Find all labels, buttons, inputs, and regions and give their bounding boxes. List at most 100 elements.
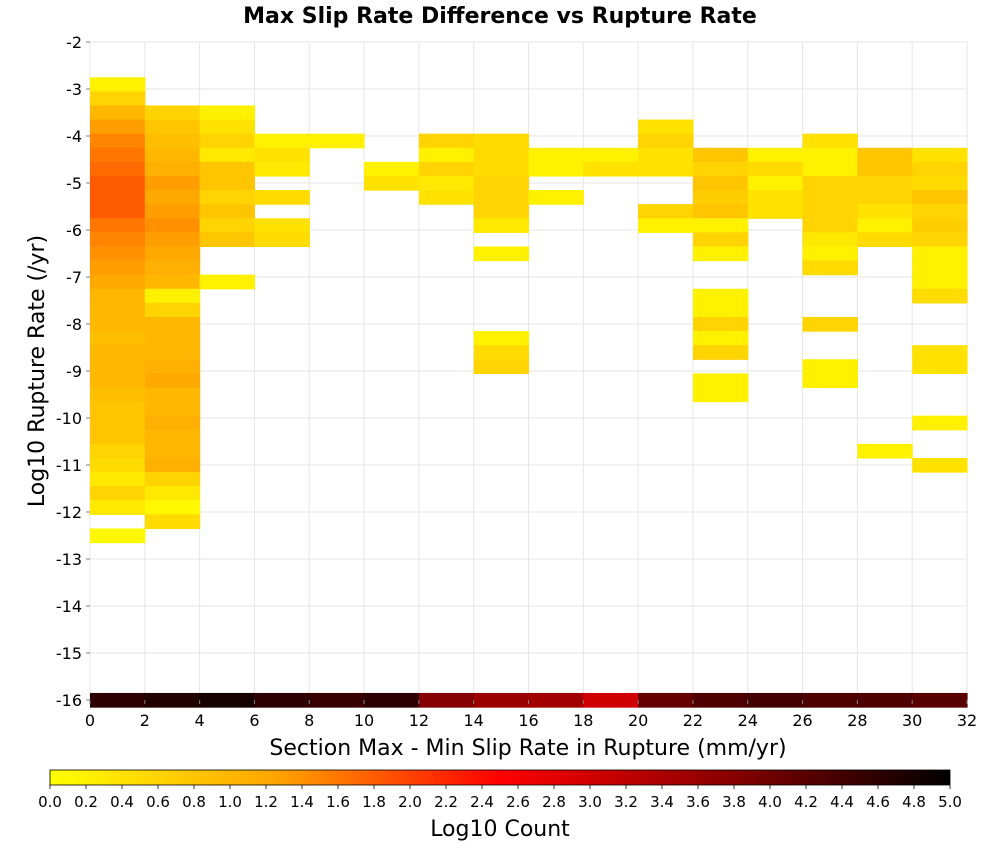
heatmap-cell-45 bbox=[144, 288, 201, 304]
heatmap-cell-12 bbox=[90, 246, 146, 262]
heatmap-cell-166 bbox=[144, 692, 201, 708]
heatmap-cell-6 bbox=[90, 161, 146, 177]
heatmap-cell-146 bbox=[857, 204, 913, 219]
heatmap-cell-63 bbox=[199, 119, 256, 135]
heatmap-cell-113 bbox=[692, 204, 749, 219]
heatmap-cell-78 bbox=[254, 232, 310, 248]
y-tick-label-3: -5 bbox=[66, 174, 82, 193]
x-tick-label-3: 6 bbox=[249, 711, 259, 730]
heatmap-cell-163 bbox=[912, 415, 968, 431]
colorbar-tick-label-13: 2.6 bbox=[506, 793, 530, 811]
heatmap-cell-20 bbox=[90, 359, 146, 374]
heatmap-cell-167 bbox=[199, 692, 256, 708]
heatmap-cell-71 bbox=[199, 232, 256, 248]
heatmap-cell-110 bbox=[692, 161, 749, 177]
x-tick-label-1: 2 bbox=[140, 711, 150, 730]
colorbar-tick-label-8: 1.6 bbox=[326, 793, 350, 811]
heatmap-cell-140 bbox=[802, 359, 858, 374]
heatmap-cell-91 bbox=[473, 190, 530, 205]
y-tick-label-11: -13 bbox=[56, 550, 82, 569]
heatmap-cell-22 bbox=[90, 387, 146, 403]
x-tick-label-11: 22 bbox=[683, 711, 703, 730]
heatmap-cell-107 bbox=[638, 204, 694, 219]
heatmap-cell-158 bbox=[912, 260, 968, 276]
heatmap-cell-26 bbox=[90, 443, 146, 459]
heatmap-cell-161 bbox=[912, 345, 968, 360]
heatmap-cell-72 bbox=[199, 274, 256, 290]
chart-title: Max Slip Rate Difference vs Rupture Rate bbox=[243, 4, 757, 29]
heatmap-cell-142 bbox=[857, 147, 913, 163]
x-axis-ticks: 0 2 4 6 8 10 12 14 16 18 20 22 24 26 28 30 32 bbox=[85, 700, 977, 730]
heatmap-cell-90 bbox=[473, 175, 530, 191]
heatmap-cell-172 bbox=[473, 692, 530, 708]
heatmap-cell-8 bbox=[90, 190, 146, 205]
heatmap-cell-75 bbox=[254, 161, 310, 177]
colorbar-tick-label-18: 3.6 bbox=[686, 793, 710, 811]
heatmap-cell-179 bbox=[857, 692, 913, 708]
heatmap-cell-24 bbox=[90, 415, 146, 431]
heatmap-cell-100 bbox=[528, 190, 584, 205]
heatmap-cell-82 bbox=[418, 133, 475, 149]
heatmap-cell-98 bbox=[528, 147, 584, 163]
heatmap-cell-143 bbox=[857, 161, 913, 177]
heatmap-cell-54 bbox=[144, 415, 201, 431]
heatmap-cell-51 bbox=[144, 373, 201, 389]
heatmap-cell-55 bbox=[144, 429, 201, 445]
x-tick-label-9: 18 bbox=[573, 711, 593, 730]
heatmap-cell-105 bbox=[638, 147, 694, 163]
heatmap-cell-74 bbox=[254, 147, 310, 163]
colorbar-tick-label-5: 1.0 bbox=[218, 793, 242, 811]
heatmap-cell-111 bbox=[692, 175, 749, 191]
colorbar-tick-label-21: 4.2 bbox=[794, 793, 818, 811]
heatmap-cell-60 bbox=[144, 500, 201, 515]
heatmap-cell-154 bbox=[912, 204, 968, 219]
heatmap-cell-46 bbox=[144, 302, 201, 318]
heatmap-cell-21 bbox=[90, 373, 146, 389]
heatmap-cell-41 bbox=[144, 232, 201, 248]
heatmap-cell-44 bbox=[144, 274, 201, 290]
y-tick-label-1: -3 bbox=[66, 80, 82, 99]
x-tick-label-12: 24 bbox=[738, 711, 758, 730]
colorbar-tick-label-22: 4.4 bbox=[830, 793, 854, 811]
heatmap-cell-92 bbox=[473, 204, 530, 219]
y-tick-label-8: -10 bbox=[56, 409, 82, 428]
heatmap-cell-175 bbox=[638, 692, 694, 708]
heatmap-cell-137 bbox=[802, 246, 858, 262]
heatmap-cell-180 bbox=[912, 692, 968, 708]
heatmap-cells bbox=[90, 77, 968, 708]
heatmap-cell-176 bbox=[692, 692, 749, 708]
colorbar-tick-label-25: 5.0 bbox=[938, 793, 962, 811]
heatmap-cell-40 bbox=[144, 218, 201, 233]
x-tick-label-13: 26 bbox=[792, 711, 812, 730]
heatmap-cell-79 bbox=[309, 133, 365, 149]
heatmap-cell-115 bbox=[692, 232, 749, 248]
heatmap-cell-152 bbox=[912, 175, 968, 191]
colorbar-ticks: 0.0 0.2 0.4 0.6 0.8 1.0 1.2 1.4 1.6 1.8 2.0 2.2 2.4 2… bbox=[38, 785, 962, 811]
heatmap-cell-122 bbox=[692, 373, 749, 389]
y-tick-label-9: -11 bbox=[56, 456, 82, 475]
y-tick-label-6: -8 bbox=[66, 315, 82, 334]
colorbar-tick-label-24: 4.8 bbox=[902, 793, 926, 811]
x-tick-label-7: 14 bbox=[464, 711, 484, 730]
heatmap-cell-52 bbox=[144, 387, 201, 403]
colorbar-tick-label-20: 4.0 bbox=[758, 793, 782, 811]
colorbar-tick-label-9: 1.8 bbox=[362, 793, 386, 811]
heatmap-cell-97 bbox=[473, 359, 530, 374]
heatmap-cell-0 bbox=[90, 77, 146, 92]
colorbar-tick-label-3: 0.6 bbox=[146, 793, 170, 811]
heatmap-cell-114 bbox=[692, 218, 749, 233]
heatmap-cell-87 bbox=[473, 133, 530, 149]
heatmap-cell-56 bbox=[144, 443, 201, 459]
y-tick-label-10: -12 bbox=[56, 503, 82, 522]
heatmap-cell-135 bbox=[802, 218, 858, 233]
heatmap-cell-99 bbox=[528, 161, 584, 177]
colorbar-tick-label-15: 3.0 bbox=[578, 793, 602, 811]
heatmap-cell-81 bbox=[364, 175, 420, 191]
heatmap-cell-11 bbox=[90, 232, 146, 248]
heatmap-cell-162 bbox=[912, 359, 968, 374]
heatmap-cell-170 bbox=[364, 692, 420, 708]
heatmap-cell-23 bbox=[90, 401, 146, 417]
heatmap-cell-65 bbox=[199, 147, 256, 163]
heatmap-cell-151 bbox=[912, 161, 968, 177]
heatmap-cell-119 bbox=[692, 316, 749, 332]
